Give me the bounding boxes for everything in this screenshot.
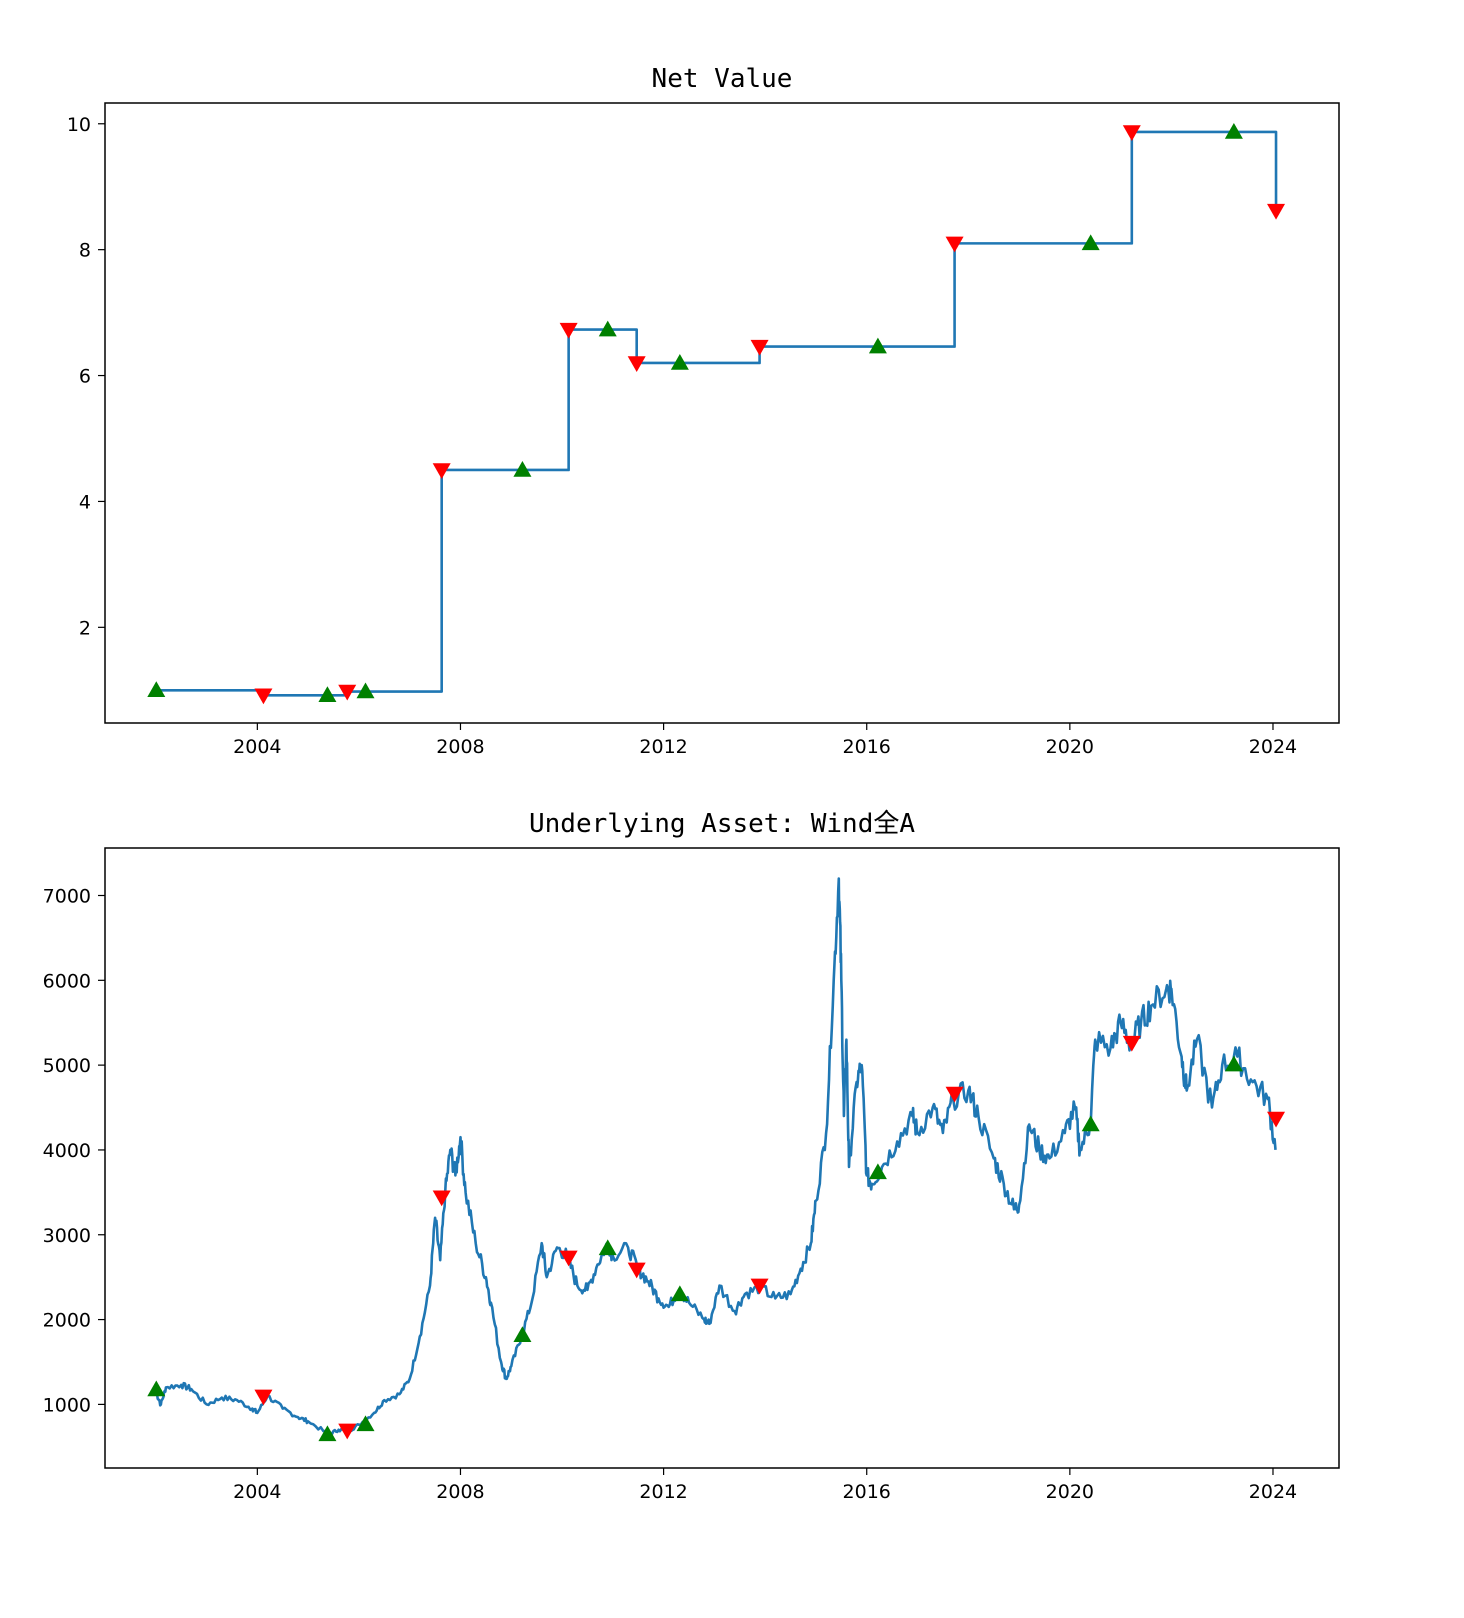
- x-tick-label: 2020: [1046, 1481, 1094, 1503]
- sell-marker: [945, 1086, 964, 1103]
- series-line: [156, 130, 1278, 697]
- buy-marker: [1081, 1115, 1100, 1132]
- sell-marker: [627, 356, 646, 372]
- x-tick-label: 2016: [843, 736, 891, 758]
- y-tick-label: 6: [79, 366, 91, 388]
- x-tick-label: 2012: [639, 1481, 687, 1503]
- y-tick-label: 3000: [43, 1225, 91, 1247]
- y-tick-label: 10: [67, 114, 91, 136]
- sell-marker: [254, 1389, 273, 1406]
- axes-frame: [104, 847, 1340, 1469]
- buy-marker: [1224, 1055, 1243, 1072]
- sell-marker: [559, 1250, 578, 1267]
- sell-marker: [750, 339, 769, 356]
- buy-marker: [598, 320, 617, 337]
- x-tick-label: 2004: [233, 736, 281, 758]
- x-tick-label: 2012: [639, 736, 687, 758]
- x-tick-label: 2016: [843, 1481, 891, 1503]
- sell-marker: [338, 684, 357, 701]
- buy-marker: [147, 1380, 166, 1397]
- y-tick-label: 8: [79, 240, 91, 262]
- buy-marker: [1081, 234, 1100, 251]
- y-tick-label: 2000: [43, 1310, 91, 1332]
- underlying-asset-title: Underlying Asset: Wind全A: [529, 809, 915, 839]
- buy-marker: [868, 1163, 887, 1180]
- net-value-axes: Net Value 2004 2008 2012 2016 2020 2024 2 4 6 8 10: [67, 64, 1340, 758]
- sell-marker: [945, 236, 964, 253]
- y-tick-label: 4: [79, 491, 91, 513]
- y-tick-label: 6000: [43, 970, 91, 992]
- sell-marker: [1267, 1111, 1286, 1128]
- y-tick-label: 5000: [43, 1055, 91, 1077]
- sell-marker: [1267, 203, 1286, 220]
- x-tick-label: 2008: [436, 1481, 484, 1503]
- axes-frame: [104, 102, 1340, 724]
- buy-marker: [513, 460, 532, 477]
- sell-marker: [750, 1278, 769, 1295]
- buy-marker: [147, 681, 166, 698]
- sell-marker: [432, 463, 451, 479]
- x-tick-label: 2020: [1046, 736, 1094, 758]
- net-value-title: Net Value: [652, 64, 793, 94]
- buy-marker: [670, 353, 689, 370]
- buy-marker: [318, 1425, 337, 1442]
- x-tick-label: 2024: [1249, 1481, 1297, 1503]
- series-line: [154, 877, 1277, 1436]
- buy-marker: [670, 1285, 689, 1302]
- sell-marker: [338, 1423, 357, 1440]
- y-tick-label: 4000: [43, 1140, 91, 1162]
- y-tick-label: 1000: [43, 1394, 91, 1416]
- x-tick-label: 2004: [233, 1481, 281, 1503]
- y-tick-label: 2: [79, 617, 91, 639]
- buy-marker: [1224, 122, 1243, 139]
- sell-marker: [627, 1262, 646, 1279]
- underlying-asset-axes: Underlying Asset: Wind全A 2004 2008 2012 201…: [43, 809, 1340, 1503]
- y-tick-label: 7000: [43, 885, 91, 907]
- sell-marker: [1122, 125, 1141, 141]
- buy-marker: [318, 686, 337, 703]
- buy-marker: [513, 1326, 532, 1343]
- x-tick-label: 2008: [436, 736, 484, 758]
- x-tick-label: 2024: [1249, 736, 1297, 758]
- sell-marker: [254, 688, 273, 705]
- buy-marker: [598, 1239, 617, 1256]
- buy-marker: [356, 1415, 375, 1432]
- buy-marker: [868, 337, 887, 354]
- sell-marker: [559, 322, 578, 339]
- sell-marker: [432, 1190, 451, 1207]
- sell-marker: [1122, 1035, 1141, 1052]
- buy-marker: [356, 682, 375, 699]
